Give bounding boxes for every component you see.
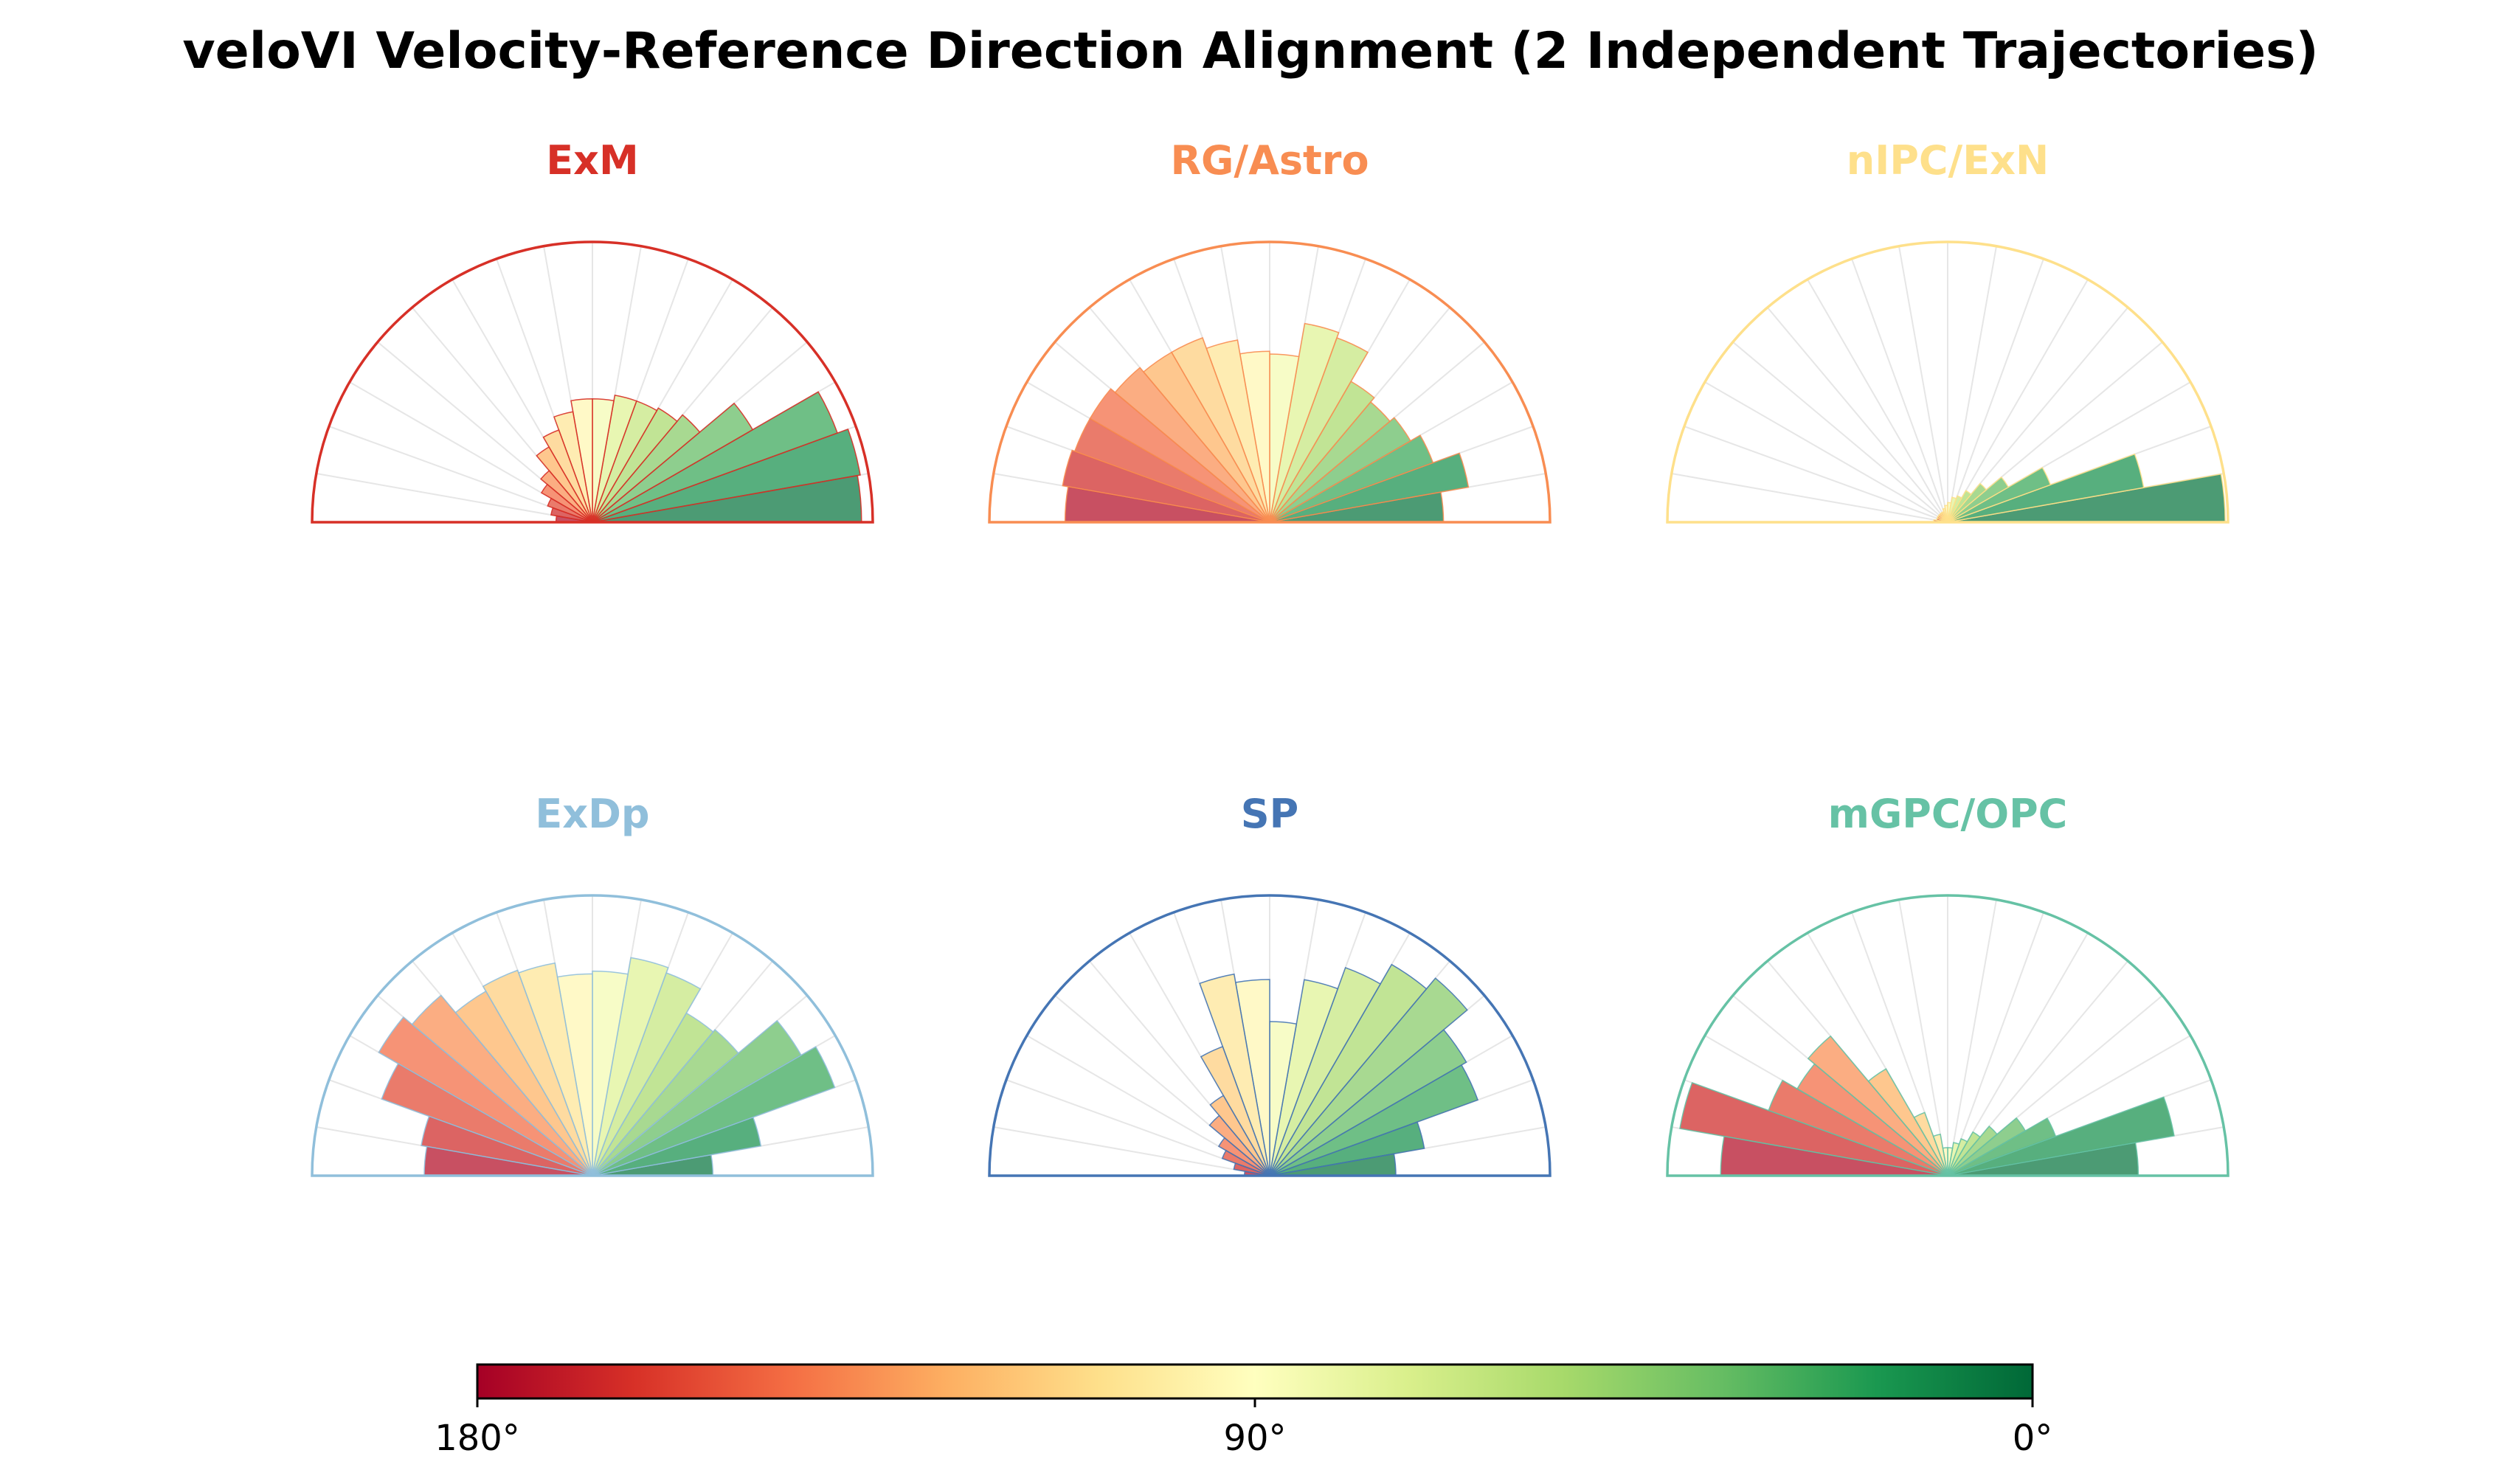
bar-rg-astro-15deg <box>1269 452 1470 523</box>
bar-exm-145deg <box>540 483 593 523</box>
colorbar-label-0: 0° <box>2013 1418 2053 1459</box>
panel-title-mgpc-opc: mGPC/OPC <box>1828 791 2068 837</box>
bar-mgpc-opc-75deg <box>1947 1142 1960 1176</box>
bar-exm-55deg <box>592 407 678 523</box>
bar-rg-astro-75deg <box>1269 322 1340 523</box>
bar-mgpc-opc-45deg <box>1947 1125 1999 1176</box>
bar-exdp-155deg <box>381 1062 593 1176</box>
bar-mgpc-opc-165deg <box>1679 1081 1948 1176</box>
bar-mgpc-opc-135deg <box>1807 1035 1948 1176</box>
grid-spoke <box>1766 307 1948 523</box>
bar-mgpc-opc-15deg <box>1947 1096 2175 1176</box>
bar-exm-25deg <box>592 391 839 523</box>
colorbar-label-180: 180° <box>435 1418 520 1459</box>
bar-mgpc-opc-55deg <box>1947 1131 1982 1176</box>
panel-title-exdp: ExDp <box>535 791 649 837</box>
bar-exdp-85deg <box>592 970 629 1176</box>
bar-exdp-115deg <box>482 969 593 1176</box>
bar-sp-75deg <box>1269 979 1339 1176</box>
bar-exm-135deg <box>540 470 593 523</box>
grid-spoke <box>1898 899 1948 1176</box>
bar-exm-45deg <box>592 414 701 523</box>
grid-spoke <box>1732 341 1948 523</box>
panel-frame-mgpc-opc <box>1666 894 2230 1177</box>
bar-exdp-45deg <box>592 1029 739 1176</box>
bar-mgpc-opc-35deg <box>1947 1117 2027 1176</box>
panel-exm: ExM <box>311 137 874 524</box>
bar-nipc-exn-75deg <box>1947 496 1957 523</box>
bar-nipc-exn-45deg <box>1947 482 1988 523</box>
panel-rg-astro: RG/Astro <box>988 137 1552 524</box>
bar-exdp-35deg <box>592 1019 803 1176</box>
bar-rg-astro-35deg <box>1269 417 1411 523</box>
grid-spoke <box>993 1126 1270 1176</box>
bar-sp-115deg <box>1200 1046 1270 1176</box>
bar-exm-75deg <box>592 395 637 523</box>
grid-spoke <box>1898 246 1948 523</box>
panel-frame-nipc-exn <box>1666 240 2230 524</box>
bar-exdp-75deg <box>592 957 669 1176</box>
bar-nipc-exn-15deg <box>1947 453 2145 523</box>
grid-spoke <box>1947 258 2044 523</box>
colorbar-label-90: 90° <box>1223 1418 1286 1459</box>
grid-spoke <box>1684 426 1948 523</box>
bar-rg-astro-25deg <box>1269 434 1434 523</box>
panel-title-rg-astro: RG/Astro <box>1170 137 1369 184</box>
bar-nipc-exn-85deg <box>1947 502 1952 523</box>
bar-exm-35deg <box>592 402 754 523</box>
bar-rg-astro-165deg <box>1062 449 1270 523</box>
bar-sp-65deg <box>1269 966 1382 1176</box>
panel-title-nipc-exn: nIPC/ExN <box>1847 137 2049 184</box>
panel-frame-exm <box>311 240 874 524</box>
bar-nipc-exn-55deg <box>1947 490 1972 523</box>
bar-sp-105deg <box>1199 973 1270 1176</box>
bar-nipc-exn-25deg <box>1947 466 2052 523</box>
bar-sp-55deg <box>1269 963 1428 1176</box>
panel-title-exm: ExM <box>546 137 638 184</box>
grid-spoke <box>1947 279 2089 523</box>
grid-spoke <box>1807 279 1948 523</box>
grid-spoke <box>1947 246 1997 523</box>
bar-sp-155deg <box>1221 1149 1270 1176</box>
bar-exdp-165deg <box>421 1115 593 1176</box>
bar-mgpc-opc-65deg <box>1947 1138 1968 1176</box>
grid-spoke <box>1947 899 1997 1176</box>
bar-sp-145deg <box>1217 1137 1270 1176</box>
bar-exm-125deg <box>536 445 593 523</box>
colorbar-gradient-bar <box>476 1363 2034 1400</box>
panel-mgpc-opc: mGPC/OPC <box>1666 791 2230 1177</box>
panel-sp: SP <box>988 791 1552 1177</box>
grid-spoke <box>316 473 593 523</box>
panel-frame-rg-astro <box>988 240 1552 524</box>
panel-exdp: ExDp <box>311 791 874 1177</box>
grid-spoke <box>1851 258 1948 523</box>
bar-exdp-145deg <box>378 1016 593 1176</box>
bar-exm-115deg <box>542 429 593 523</box>
chart-title: veloVI Velocity-Reference Direction Alig… <box>182 22 2318 80</box>
grid-spoke <box>1704 381 1948 523</box>
grid-spoke <box>1947 912 2044 1176</box>
bar-nipc-exn-35deg <box>1947 476 2010 523</box>
grid-spoke <box>1671 473 1948 523</box>
bar-exm-155deg <box>547 497 593 523</box>
bar-mgpc-opc-25deg <box>1947 1117 2057 1176</box>
bar-sp-45deg <box>1269 977 1468 1176</box>
panel-nipc-exn: nIPC/ExN <box>1666 137 2230 524</box>
panel-title-sp: SP <box>1241 791 1298 837</box>
bar-nipc-exn-65deg <box>1947 495 1963 523</box>
bar-sp-165deg <box>1233 1162 1270 1176</box>
colorbar: 180° 90° 0° <box>435 1363 2053 1459</box>
panels-container: ExM RG/Astro nIPC/ExN ExDp SP mGPC/OPC <box>311 137 2230 1177</box>
bar-exm-15deg <box>592 428 861 523</box>
panel-frame-exdp <box>311 894 874 1177</box>
panel-frame-sp <box>988 894 1552 1177</box>
bar-exm-165deg <box>550 507 593 523</box>
bar-sp-135deg <box>1208 1114 1270 1176</box>
bar-exdp-25deg <box>592 1046 836 1176</box>
bar-sp-125deg <box>1209 1095 1270 1176</box>
